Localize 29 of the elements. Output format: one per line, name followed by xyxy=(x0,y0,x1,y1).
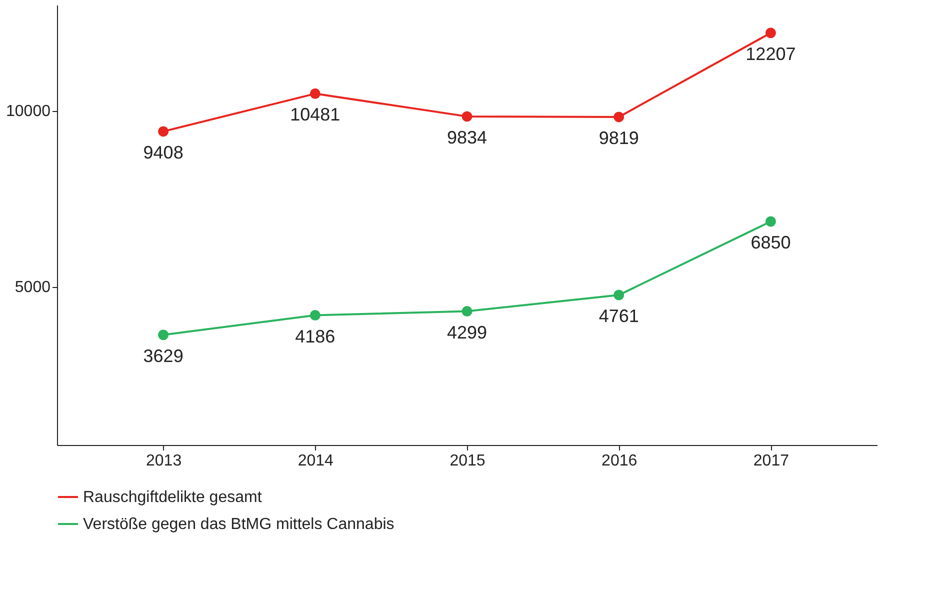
data-label: 6850 xyxy=(750,232,791,252)
x-tick-label: 2017 xyxy=(753,452,790,470)
x-tick-label: 2016 xyxy=(602,452,638,470)
point xyxy=(765,216,776,227)
legend-label: Rauschgiftdelikte gesamt xyxy=(83,489,262,506)
data-label: 9819 xyxy=(598,128,639,148)
data-label: 3629 xyxy=(143,346,184,366)
legend-label: Verstöße gegen das BtMG mittels Cannabis xyxy=(83,516,394,533)
point xyxy=(462,111,472,122)
point xyxy=(765,28,776,38)
point xyxy=(310,310,320,320)
point xyxy=(462,306,472,317)
data-label: 4186 xyxy=(295,326,336,346)
x-tick-label: 2013 xyxy=(146,452,182,470)
point xyxy=(614,112,624,122)
y-tick-label: 5000 xyxy=(14,279,51,296)
x-tick-label: 2015 xyxy=(450,452,486,470)
point xyxy=(158,330,169,340)
data-label: 9408 xyxy=(143,142,184,162)
y-tick-label: 10000 xyxy=(6,103,51,120)
point xyxy=(614,290,624,300)
data-label: 4299 xyxy=(446,322,488,342)
data-label: 9834 xyxy=(446,127,488,148)
point xyxy=(310,88,320,99)
data-label: 10481 xyxy=(290,104,340,125)
data-label: 4761 xyxy=(598,306,639,326)
x-tick-label: 2014 xyxy=(298,452,334,470)
data-label: 12207 xyxy=(746,44,796,64)
point xyxy=(158,126,169,137)
